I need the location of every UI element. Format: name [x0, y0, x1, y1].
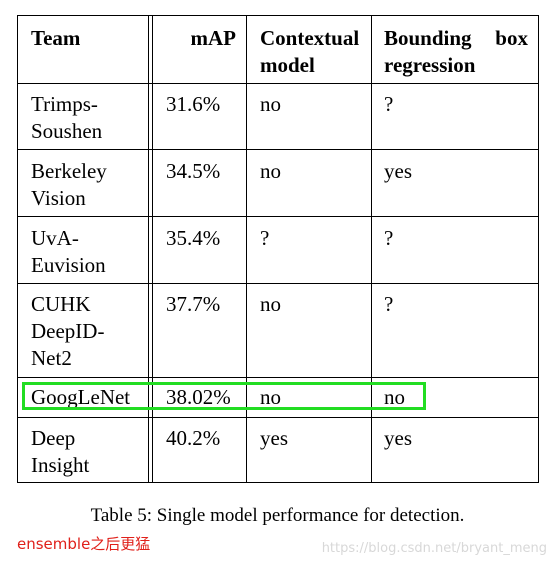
- cell-bbox: ?: [384, 292, 394, 316]
- header-team: Team: [31, 26, 81, 50]
- column-rule: [371, 16, 372, 482]
- column-rule-double: [152, 16, 153, 482]
- cell-team: Deep Insight: [31, 426, 90, 477]
- cell-contextual: yes: [260, 426, 288, 450]
- highlight-box: [22, 382, 426, 410]
- row-rule: [18, 377, 538, 378]
- cell-team: Trimps- Soushen: [31, 92, 103, 143]
- header-map: mAP: [190, 26, 237, 50]
- cell-team: Berkeley Vision: [31, 159, 107, 210]
- cell-team: CUHK DeepID- Net2: [31, 292, 105, 370]
- cell-contextual: no: [260, 292, 281, 316]
- cell-bbox: yes: [384, 159, 412, 183]
- results-table: Team mAP Contextual model Bounding box r…: [17, 15, 539, 483]
- cell-map: 40.2%: [166, 426, 221, 450]
- cell-team: UvA- Euvision: [31, 226, 106, 277]
- cell-bbox: ?: [384, 226, 394, 250]
- cell-map: 38.02%: [166, 385, 231, 409]
- header-rule: [18, 83, 538, 84]
- cell-map: 31.6%: [166, 92, 221, 116]
- cell-team: GoogLeNet: [31, 385, 131, 409]
- header-contextual: Contextual model: [260, 26, 360, 77]
- cell-bbox: ?: [384, 92, 394, 116]
- watermark: https://blog.csdn.net/bryant_meng: [321, 541, 547, 556]
- cell-contextual: ?: [260, 226, 270, 250]
- cell-map: 37.7%: [166, 292, 221, 316]
- table-caption: Table 5: Single model performance for de…: [90, 505, 465, 526]
- cell-contextual: no: [260, 92, 281, 116]
- cell-bbox: yes: [384, 426, 412, 450]
- cell-map: 34.5%: [166, 159, 221, 183]
- cell-bbox: no: [384, 385, 405, 409]
- cell-map: 35.4%: [166, 226, 221, 250]
- cell-contextual: no: [260, 385, 281, 409]
- row-rule: [18, 283, 538, 284]
- column-rule: [246, 16, 247, 482]
- row-rule: [18, 149, 538, 150]
- cell-contextual: no: [260, 159, 281, 183]
- header-bbox: Bounding box regression: [384, 26, 528, 77]
- row-rule: [18, 417, 538, 418]
- column-rule: [148, 16, 149, 482]
- handwritten-note: ensemble之后更猛: [17, 535, 151, 553]
- row-rule: [18, 216, 538, 217]
